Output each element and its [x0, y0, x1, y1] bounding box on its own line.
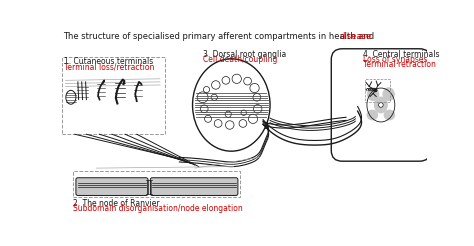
Text: 1. Cutaneous terminals: 1. Cutaneous terminals — [64, 57, 153, 66]
Circle shape — [232, 74, 241, 83]
Circle shape — [241, 110, 246, 115]
Text: The structure of specialised primary afferent compartments in health and: The structure of specialised primary aff… — [63, 32, 377, 41]
Ellipse shape — [192, 59, 270, 151]
Circle shape — [239, 120, 247, 127]
Text: 4. Central terminals: 4. Central terminals — [363, 49, 439, 59]
Circle shape — [250, 83, 259, 93]
Circle shape — [222, 77, 230, 84]
Circle shape — [226, 121, 234, 129]
Circle shape — [248, 114, 258, 123]
Bar — [365, 79, 390, 102]
Ellipse shape — [374, 96, 388, 113]
Circle shape — [254, 105, 262, 113]
Ellipse shape — [383, 110, 395, 120]
Circle shape — [205, 115, 211, 122]
Ellipse shape — [366, 110, 378, 120]
FancyBboxPatch shape — [150, 178, 238, 196]
Circle shape — [244, 77, 251, 85]
Circle shape — [253, 93, 261, 101]
FancyBboxPatch shape — [331, 49, 430, 161]
Text: Loss of synapses: Loss of synapses — [363, 55, 428, 64]
FancyBboxPatch shape — [76, 178, 148, 196]
Text: disease: disease — [340, 32, 372, 41]
Text: Cell death/coupling: Cell death/coupling — [202, 55, 277, 64]
Text: Subdomain disorganisation/node elongation: Subdomain disorganisation/node elongatio… — [73, 203, 243, 213]
Ellipse shape — [367, 87, 379, 101]
Text: 2. The node of Ranvier: 2. The node of Ranvier — [73, 199, 160, 208]
Text: Terminal retraction: Terminal retraction — [363, 60, 436, 69]
Circle shape — [214, 120, 222, 127]
Circle shape — [197, 92, 208, 103]
Ellipse shape — [383, 87, 395, 101]
Ellipse shape — [66, 90, 76, 104]
Text: Terminal loss/retraction: Terminal loss/retraction — [64, 63, 154, 72]
Bar — [73, 171, 240, 197]
Bar — [261, 122, 267, 128]
Text: 3. Dorsal root ganglia: 3. Dorsal root ganglia — [202, 49, 286, 59]
Circle shape — [203, 87, 210, 93]
Circle shape — [379, 103, 383, 107]
Bar — [63, 57, 164, 134]
Circle shape — [201, 105, 208, 113]
Circle shape — [211, 94, 218, 100]
Circle shape — [211, 81, 220, 89]
Circle shape — [225, 111, 231, 117]
